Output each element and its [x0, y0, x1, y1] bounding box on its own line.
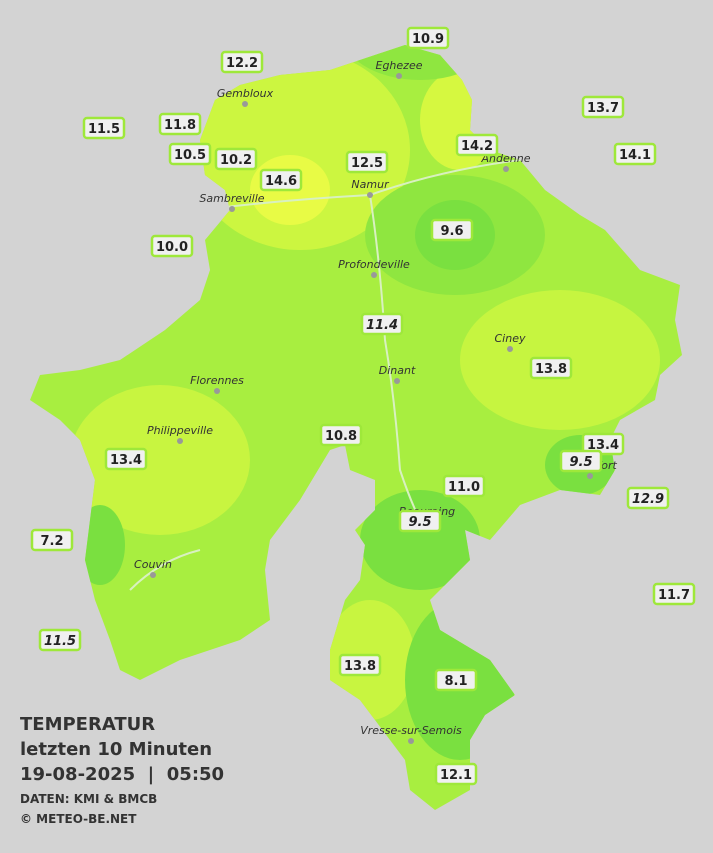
city-label: Ciney [495, 332, 526, 345]
station-box [82, 116, 126, 140]
station-value: 12.5 [351, 156, 383, 171]
station-value: 13.4 [110, 453, 142, 468]
station-value: 11.5 [88, 122, 120, 137]
city-dot [587, 473, 593, 479]
station-value: 13.8 [344, 659, 376, 674]
station-value: 14.2 [461, 139, 493, 154]
station-box [626, 486, 670, 510]
station-box [430, 218, 474, 242]
station-box [434, 762, 478, 786]
city-label: Sambreville [199, 192, 264, 205]
city-label: Couvin [134, 558, 172, 571]
station-value: 11.4 [366, 318, 398, 333]
city-dot [408, 738, 414, 744]
city-dot [242, 101, 248, 107]
station-value: 13.7 [587, 101, 619, 116]
station-box [559, 449, 603, 473]
station-value: 11.8 [164, 118, 196, 133]
station-box [581, 95, 625, 119]
city-label: Vresse-sur-Semois [360, 724, 462, 737]
city-dot [177, 438, 183, 444]
station-value: 10.2 [220, 153, 252, 168]
info-copyright: © METEO-BE.NET [20, 812, 137, 826]
station-box [168, 142, 212, 166]
city-label: Florennes [190, 374, 244, 387]
station-value: 14.1 [619, 148, 651, 163]
city-dot [229, 206, 235, 212]
info-title: TEMPERATUR [20, 714, 155, 735]
station-box [581, 432, 625, 456]
station-box [150, 234, 194, 258]
station-value: 9.5 [408, 515, 431, 530]
station-box [319, 423, 363, 447]
station-box [158, 112, 202, 136]
cities: EghezeeGemblouxAndenneSambrevilleNamurPr… [134, 59, 617, 744]
station-box [398, 509, 442, 533]
station-box [214, 147, 258, 171]
station-box [360, 312, 404, 336]
station-box [104, 447, 148, 471]
station-box [455, 133, 499, 157]
station-value: 13.8 [535, 362, 567, 377]
station-box [30, 528, 74, 552]
station-value: 11.7 [658, 588, 690, 603]
station-value: 9.5 [569, 455, 592, 470]
city-dot [214, 388, 220, 394]
station-box [345, 150, 389, 174]
station-value: 8.1 [444, 674, 467, 689]
city-label: Philippeville [147, 424, 213, 437]
city-dot [507, 346, 513, 352]
station-value: 11.5 [44, 634, 76, 649]
station-box [220, 50, 264, 74]
info-subtitle: letzten 10 Minuten [20, 739, 212, 760]
station-box [434, 668, 478, 692]
info-source: DATEN: KMI & BMCB [20, 792, 157, 806]
city-dot [503, 166, 509, 172]
station-box [259, 168, 303, 192]
station-box [442, 474, 486, 498]
station-value: 9.6 [440, 224, 463, 239]
station-value: 12.1 [440, 768, 472, 783]
station-value: 10.9 [412, 32, 444, 47]
station-box [38, 628, 82, 652]
station-box [338, 653, 382, 677]
city-dot [371, 272, 377, 278]
station-value: 10.8 [325, 429, 357, 444]
station-value: 10.5 [174, 148, 206, 163]
station-value: 13.4 [587, 438, 619, 453]
stations: 10.9 12.2 13.7 11.5 11.8 10.5 10.2 14.6 12.5 14.2… [30, 26, 696, 786]
station-value: 12.9 [632, 492, 664, 507]
station-value: 14.6 [265, 174, 297, 189]
city-dot [150, 572, 156, 578]
city-dot [396, 73, 402, 79]
city-label: Namur [351, 178, 390, 191]
station-value: 7.2 [40, 534, 63, 549]
city-label: Gembloux [217, 87, 274, 100]
station-box [652, 582, 696, 606]
city-label: Dinant [379, 364, 416, 377]
city-dot [394, 378, 400, 384]
station-box [613, 142, 657, 166]
station-value: 11.0 [448, 480, 480, 495]
city-label: Profondeville [338, 258, 410, 271]
station-box [406, 26, 450, 50]
station-box [529, 356, 573, 380]
city-label: Eghezee [376, 59, 423, 72]
city-dot [367, 192, 373, 198]
info-datetime: 19-08-2025 | 05:50 [20, 764, 224, 785]
station-value: 10.0 [156, 240, 188, 255]
station-value: 12.2 [226, 56, 258, 71]
